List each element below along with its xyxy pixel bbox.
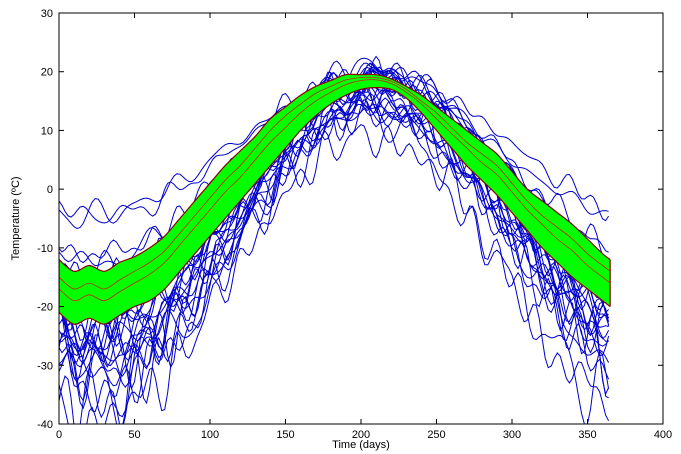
x-tick-label: 350 bbox=[578, 429, 596, 441]
y-tick-label: 0 bbox=[47, 184, 53, 196]
x-tick-label: 100 bbox=[201, 429, 219, 441]
confidence-band-fill bbox=[59, 74, 611, 325]
ticks-layer: 0 50 100 150 200 250 300 350 400 -40 -30 -20 -10 0 10 2… bbox=[37, 8, 672, 441]
y-tick-label: -20 bbox=[37, 302, 53, 314]
band-inner-curve bbox=[59, 76, 611, 290]
x-tick-label: 200 bbox=[352, 429, 370, 441]
y-tick-label: 10 bbox=[41, 125, 53, 137]
confidence-band-layer bbox=[59, 73, 611, 325]
x-tick-label: 0 bbox=[56, 429, 62, 441]
y-tick-label: -30 bbox=[37, 360, 53, 372]
x-tick-label: 250 bbox=[427, 429, 445, 441]
y-tick-label: -10 bbox=[37, 243, 53, 255]
band-inner-curve bbox=[59, 79, 611, 302]
temperature-curve bbox=[59, 107, 610, 384]
temperature-curve bbox=[59, 62, 610, 424]
y-tick-label: -40 bbox=[37, 419, 53, 431]
temperature-curve bbox=[59, 92, 610, 424]
plot-area bbox=[59, 55, 611, 424]
x-tick-label: 50 bbox=[128, 429, 140, 441]
temperature-curve bbox=[59, 124, 610, 424]
temperature-curve bbox=[59, 88, 609, 410]
x-tick-label: 400 bbox=[654, 429, 672, 441]
x-tick-label: 150 bbox=[276, 429, 294, 441]
band-upper-edge bbox=[59, 73, 611, 272]
x-tick-label: 300 bbox=[503, 429, 521, 441]
band-lower-edge bbox=[59, 86, 611, 325]
y-tick-label: 30 bbox=[41, 8, 53, 20]
x-axis-label: Time (days) bbox=[332, 439, 390, 451]
y-axis-label: Temperature (ºC) bbox=[10, 176, 22, 260]
y-tick-label: 20 bbox=[41, 67, 53, 79]
